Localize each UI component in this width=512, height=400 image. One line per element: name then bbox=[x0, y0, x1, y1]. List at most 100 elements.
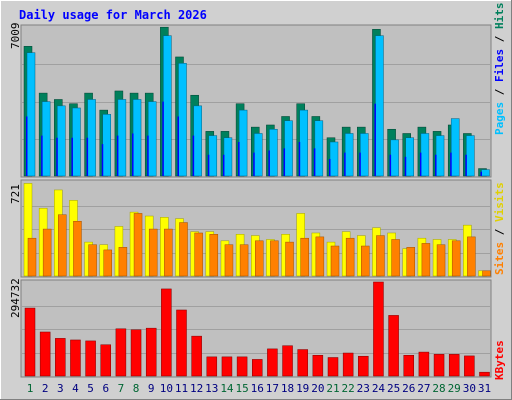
bar-sites-13 bbox=[209, 234, 219, 277]
bar-sites-6 bbox=[103, 249, 112, 277]
bar-sites-7 bbox=[118, 247, 128, 277]
bar-files-6 bbox=[101, 144, 104, 176]
legend-sep-3: / bbox=[493, 228, 506, 235]
bar-files-20 bbox=[313, 148, 316, 176]
x-label-day-25: 25 bbox=[387, 382, 400, 395]
bar-sites-14 bbox=[224, 244, 234, 277]
bar-kbytes-24 bbox=[373, 281, 384, 377]
legend-files: Files bbox=[493, 49, 506, 82]
bar-pages-25 bbox=[390, 139, 399, 177]
chart-panels bbox=[20, 24, 492, 378]
bar-sites-18 bbox=[285, 241, 294, 277]
x-label-day-16: 16 bbox=[251, 382, 264, 395]
bar-pages-14 bbox=[223, 137, 233, 177]
bar-kbytes-8 bbox=[130, 329, 142, 377]
bar-kbytes-30 bbox=[464, 355, 475, 377]
bar-pages-31 bbox=[481, 169, 490, 177]
bar-pages-4 bbox=[72, 107, 81, 177]
bar-sites-16 bbox=[255, 240, 264, 277]
x-label-day-15: 15 bbox=[235, 382, 248, 395]
bar-kbytes-18 bbox=[282, 345, 293, 377]
bar-pages-5 bbox=[87, 99, 96, 177]
legend-hits: Hits bbox=[493, 3, 506, 30]
x-label-day-12: 12 bbox=[190, 382, 203, 395]
legend-kbytes: KBytes bbox=[493, 340, 506, 380]
bar-pages-26 bbox=[405, 137, 414, 177]
x-label-day-7: 7 bbox=[118, 382, 125, 395]
x-label-day-30: 30 bbox=[463, 382, 476, 395]
bar-files-12 bbox=[192, 135, 195, 176]
x-label-day-18: 18 bbox=[281, 382, 294, 395]
bar-files-27 bbox=[419, 152, 422, 176]
bar-files-13 bbox=[207, 154, 210, 176]
bar-files-23 bbox=[359, 152, 361, 176]
bar-kbytes-4 bbox=[70, 339, 81, 377]
bar-kbytes-10 bbox=[161, 288, 172, 377]
bar-pages-3 bbox=[57, 105, 66, 177]
bar-files-4 bbox=[71, 137, 73, 176]
bar-kbytes-28 bbox=[433, 354, 445, 377]
bar-sites-20 bbox=[315, 236, 325, 277]
x-label-day-9: 9 bbox=[148, 382, 155, 395]
bar-sites-27 bbox=[421, 243, 431, 277]
bar-kbytes-23 bbox=[358, 355, 369, 377]
x-label-day-17: 17 bbox=[266, 382, 279, 395]
bar-sites-15 bbox=[239, 244, 249, 277]
bar-files-25 bbox=[389, 154, 392, 176]
bar-files-8 bbox=[132, 133, 134, 176]
x-label-day-27: 27 bbox=[417, 382, 430, 395]
bar-kbytes-16 bbox=[252, 359, 263, 377]
svg-text:Pages / Files: Pages / Files / Hits bbox=[493, 3, 506, 136]
bar-sites-10 bbox=[164, 228, 173, 277]
visits-axis-max: 721 bbox=[9, 184, 22, 204]
bar-pages-13 bbox=[208, 135, 218, 177]
bar-sites-19 bbox=[300, 237, 309, 277]
bar-files-10 bbox=[162, 101, 164, 176]
bar-files-16 bbox=[253, 152, 255, 176]
bar-pages-12 bbox=[193, 105, 202, 177]
bar-sites-28 bbox=[436, 244, 446, 277]
bar-sites-8 bbox=[133, 213, 143, 277]
svg-text:Sites / Visits: Sites / Visits bbox=[493, 182, 506, 275]
x-label-day-31: 31 bbox=[478, 382, 491, 395]
x-label-day-13: 13 bbox=[205, 382, 218, 395]
bar-files-24 bbox=[374, 103, 376, 176]
x-label-day-10: 10 bbox=[160, 382, 173, 395]
bar-pages-16 bbox=[254, 133, 263, 177]
bar-files-14 bbox=[222, 154, 225, 176]
kbytes-axis-max: 294732 bbox=[9, 278, 22, 318]
bar-sites-9 bbox=[148, 228, 158, 277]
bar-pages-8 bbox=[132, 99, 142, 177]
bar-pages-29 bbox=[450, 118, 460, 177]
bar-kbytes-3 bbox=[55, 338, 66, 377]
bar-sites-25 bbox=[391, 239, 400, 277]
bars bbox=[23, 26, 491, 377]
legend-sites: Sites bbox=[493, 242, 506, 275]
hits-axis-max: 7009 bbox=[9, 23, 22, 50]
bar-files-17 bbox=[268, 150, 270, 176]
bar-files-26 bbox=[404, 156, 407, 176]
x-label-day-22: 22 bbox=[342, 382, 355, 395]
bar-files-15 bbox=[238, 141, 240, 176]
x-label-day-1: 1 bbox=[27, 382, 34, 395]
x-label-day-28: 28 bbox=[432, 382, 445, 395]
bar-pages-1 bbox=[26, 52, 36, 177]
bar-kbytes-6 bbox=[100, 344, 111, 377]
bar-kbytes-1 bbox=[24, 307, 36, 377]
bar-pages-22 bbox=[344, 133, 354, 177]
bar-sites-23 bbox=[361, 245, 370, 277]
x-label-day-2: 2 bbox=[42, 382, 49, 395]
bar-files-30 bbox=[465, 154, 467, 176]
bar-kbytes-5 bbox=[85, 340, 96, 377]
bar-pages-23 bbox=[360, 133, 369, 177]
x-label-day-11: 11 bbox=[175, 382, 188, 395]
bar-sites-22 bbox=[345, 237, 355, 277]
bar-sites-21 bbox=[330, 245, 340, 277]
x-label-day-21: 21 bbox=[326, 382, 339, 395]
bar-kbytes-7 bbox=[115, 328, 127, 377]
bar-kbytes-19 bbox=[297, 349, 308, 377]
bar-kbytes-21 bbox=[327, 357, 339, 377]
bar-sites-26 bbox=[406, 247, 415, 277]
